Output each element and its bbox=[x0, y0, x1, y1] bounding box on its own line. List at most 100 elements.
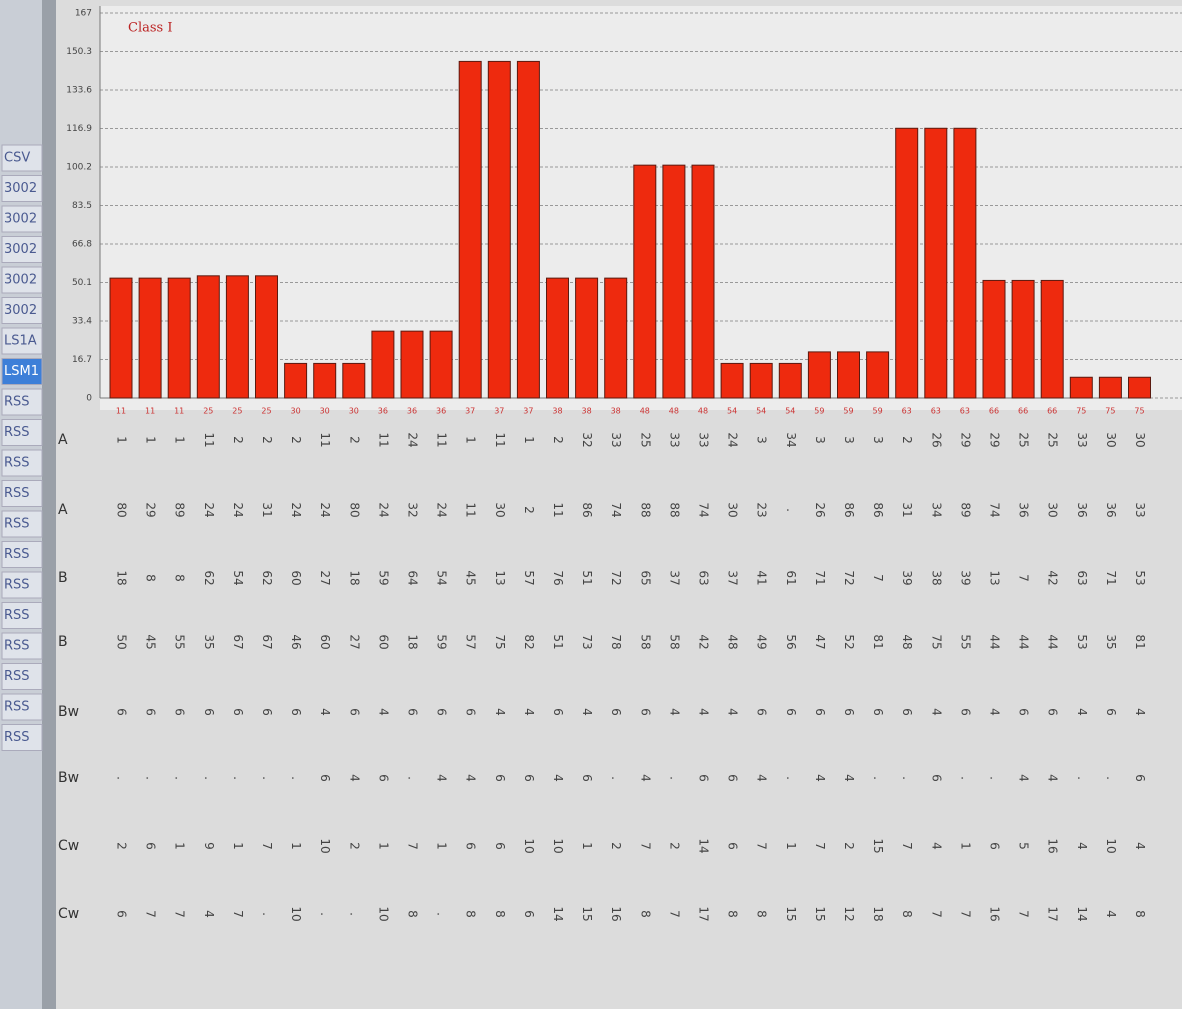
table-cell: 30 bbox=[1104, 432, 1118, 447]
table-cell: 55 bbox=[958, 634, 972, 649]
bar bbox=[807, 351, 831, 399]
table-cell: 39 bbox=[958, 570, 972, 585]
table-cell: 89 bbox=[173, 502, 187, 517]
sidebar-item bbox=[1, 602, 43, 629]
bar bbox=[1128, 376, 1151, 399]
table-cell: 55 bbox=[173, 634, 187, 649]
table-cell: . bbox=[988, 776, 1002, 780]
sidebar-item bbox=[1, 236, 43, 263]
bar bbox=[516, 60, 540, 399]
table-cell: 13 bbox=[988, 570, 1002, 585]
table-cell: 4 bbox=[493, 708, 507, 716]
table-cell: 74 bbox=[697, 502, 711, 517]
table-cell: 6 bbox=[144, 708, 158, 716]
table-cell: 26 bbox=[813, 502, 827, 517]
table-cell: 65 bbox=[638, 570, 652, 585]
table-cell: 10 bbox=[551, 838, 565, 853]
table-cell: 76 bbox=[551, 570, 565, 585]
sidebar-label: 3002 bbox=[4, 273, 37, 288]
x-tick-label: 38 bbox=[582, 407, 592, 416]
row-label: Cw bbox=[58, 838, 79, 854]
table-cell: 32 bbox=[406, 502, 420, 517]
table-cell: 6 bbox=[726, 842, 740, 850]
sidebar-label: RSS bbox=[4, 395, 30, 410]
table-cell: 56 bbox=[784, 634, 798, 649]
table-cell: 4 bbox=[1075, 842, 1089, 850]
table-cell: . bbox=[1075, 776, 1089, 780]
table-cell: 6 bbox=[522, 910, 536, 918]
table-cell: 18 bbox=[406, 634, 420, 649]
table-cell: 7 bbox=[1017, 910, 1031, 918]
table-cell: 4 bbox=[755, 774, 769, 782]
sidebar-item bbox=[1, 480, 43, 507]
table-cell: 12 bbox=[842, 906, 856, 921]
table-cell: 8 bbox=[493, 910, 507, 918]
table-cell: 81 bbox=[1133, 634, 1147, 649]
table-cell: 24 bbox=[376, 502, 390, 517]
bar bbox=[196, 275, 220, 399]
y-tick-label: 83.5 bbox=[72, 201, 92, 211]
table-cell: . bbox=[667, 776, 681, 780]
bar bbox=[371, 330, 395, 399]
table-cell: 2 bbox=[522, 506, 536, 514]
bar bbox=[342, 362, 366, 399]
table-cell: 8 bbox=[1133, 910, 1147, 918]
table-cell: 6 bbox=[231, 708, 245, 716]
table-cell: 2 bbox=[551, 436, 565, 444]
table-cell: 25 bbox=[638, 432, 652, 447]
table-cell: 1 bbox=[580, 842, 594, 850]
x-tick-label: 25 bbox=[261, 407, 271, 416]
table-cell: 11 bbox=[435, 432, 449, 447]
table-cell: 57 bbox=[464, 634, 478, 649]
bar bbox=[1098, 376, 1122, 399]
row-label: A bbox=[58, 502, 68, 518]
table-cell: 15 bbox=[871, 838, 885, 853]
x-tick-label: 11 bbox=[116, 407, 126, 416]
bar bbox=[953, 127, 977, 399]
x-tick-label: 54 bbox=[727, 407, 737, 416]
table-cell: 10 bbox=[318, 838, 332, 853]
table-cell: 1 bbox=[173, 842, 187, 850]
table-cell: 6 bbox=[347, 708, 361, 716]
bar bbox=[255, 275, 278, 399]
sidebar-label: RSS bbox=[4, 578, 30, 593]
table-cell: 30 bbox=[1046, 502, 1060, 517]
x-tick-label: 48 bbox=[698, 407, 708, 416]
table-cell: 42 bbox=[1046, 570, 1060, 585]
table-cell: . bbox=[871, 776, 885, 780]
sidebar-item bbox=[1, 297, 43, 324]
table-cell: 60 bbox=[318, 634, 332, 649]
table-cell: 7 bbox=[638, 842, 652, 850]
table-cell: 1 bbox=[464, 436, 478, 444]
table-cell: . bbox=[231, 776, 245, 780]
table-cell: 49 bbox=[755, 634, 769, 649]
table-cell: 86 bbox=[580, 502, 594, 517]
table-cell: 64 bbox=[406, 570, 420, 585]
bar bbox=[109, 277, 133, 399]
table-cell: 27 bbox=[318, 570, 332, 585]
sidebar-label: 3002 bbox=[4, 242, 37, 257]
table-cell: 6 bbox=[406, 708, 420, 716]
sidebar-label: RSS bbox=[4, 486, 30, 501]
x-tick-label: 36 bbox=[436, 407, 446, 416]
bar bbox=[284, 362, 308, 399]
y-tick-label: 50.1 bbox=[72, 278, 92, 288]
sidebar-label: RSS bbox=[4, 608, 30, 623]
table-cell: 6 bbox=[1017, 708, 1031, 716]
y-tick-label: 100.2 bbox=[66, 163, 92, 173]
sidebar-item bbox=[1, 144, 43, 172]
y-tick-label: 66.8 bbox=[72, 240, 92, 250]
x-tick-label: 54 bbox=[785, 407, 795, 416]
table-cell: 67 bbox=[260, 634, 274, 649]
sidebar-border bbox=[42, 0, 56, 1009]
x-tick-label: 30 bbox=[349, 407, 359, 416]
table-cell: 6 bbox=[318, 774, 332, 782]
table-cell: 7 bbox=[260, 842, 274, 850]
table-cell: 45 bbox=[464, 570, 478, 585]
table-cell: 4 bbox=[318, 708, 332, 716]
table-cell: 44 bbox=[1017, 634, 1031, 649]
table-cell: 63 bbox=[697, 570, 711, 585]
table-cell: 26 bbox=[929, 432, 943, 447]
bar bbox=[662, 164, 686, 399]
sidebar-item bbox=[1, 510, 43, 538]
